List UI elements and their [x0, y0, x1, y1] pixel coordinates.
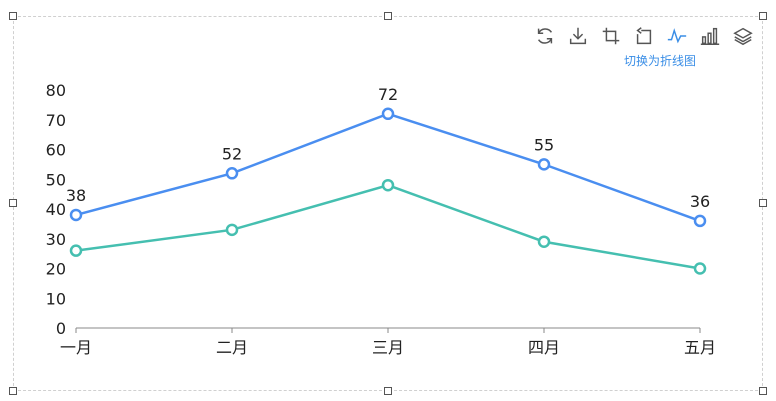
series-line-1 [75, 112, 701, 223]
resize-handle-top-right[interactable] [759, 12, 767, 20]
x-tick-label: 四月 [528, 338, 560, 357]
bar-chart-icon[interactable] [693, 24, 726, 48]
data-label: 72 [378, 85, 398, 104]
y-tick-label: 60 [46, 141, 66, 160]
y-tick-label: 40 [46, 200, 66, 219]
x-tick-label: 三月 [372, 338, 404, 357]
resize-handle-bottom-right[interactable] [759, 387, 767, 395]
zoom-back-icon[interactable] [627, 24, 660, 48]
x-tick-label: 一月 [60, 338, 92, 357]
zoom-select-icon[interactable] [594, 24, 627, 48]
x-tick-label: 二月 [216, 338, 248, 357]
y-tick-label: 30 [46, 230, 66, 249]
download-icon[interactable] [561, 24, 594, 48]
data-label: 52 [222, 144, 242, 163]
data-point [537, 158, 551, 171]
data-label: 55 [534, 135, 554, 154]
data-label: 38 [66, 186, 86, 205]
restore-icon[interactable] [528, 24, 561, 48]
resize-handle-middle-right[interactable] [759, 199, 767, 207]
data-label: 36 [690, 192, 710, 211]
y-tick-label: 10 [46, 289, 66, 308]
data-point [381, 178, 395, 192]
data-point [537, 235, 551, 248]
resize-handle-middle-left[interactable] [9, 199, 17, 207]
y-tick-label: 20 [46, 260, 66, 279]
y-tick-label: 0 [56, 319, 66, 338]
data-point [693, 214, 707, 228]
y-tick-label: 70 [46, 111, 66, 130]
y-tick-label: 80 [46, 81, 66, 100]
stack-icon[interactable] [726, 24, 759, 48]
data-point [225, 223, 239, 237]
data-point [69, 208, 83, 222]
resize-handle-top-center[interactable] [384, 12, 392, 20]
data-point [693, 262, 707, 275]
resize-handle-top-left[interactable] [9, 12, 17, 20]
series-line-2 [75, 183, 701, 270]
line-chart-icon[interactable] [660, 24, 693, 48]
chart-toolbox [528, 24, 759, 48]
resize-handle-bottom-left[interactable] [9, 387, 17, 395]
x-tick-label: 五月 [684, 338, 716, 357]
y-tick-label: 50 [46, 170, 66, 189]
toolbox-tooltip: 切换为折线图 [624, 54, 697, 68]
data-point [225, 167, 239, 180]
resize-handle-bottom-center[interactable] [384, 387, 392, 395]
data-point [381, 107, 395, 121]
data-point [69, 244, 83, 257]
